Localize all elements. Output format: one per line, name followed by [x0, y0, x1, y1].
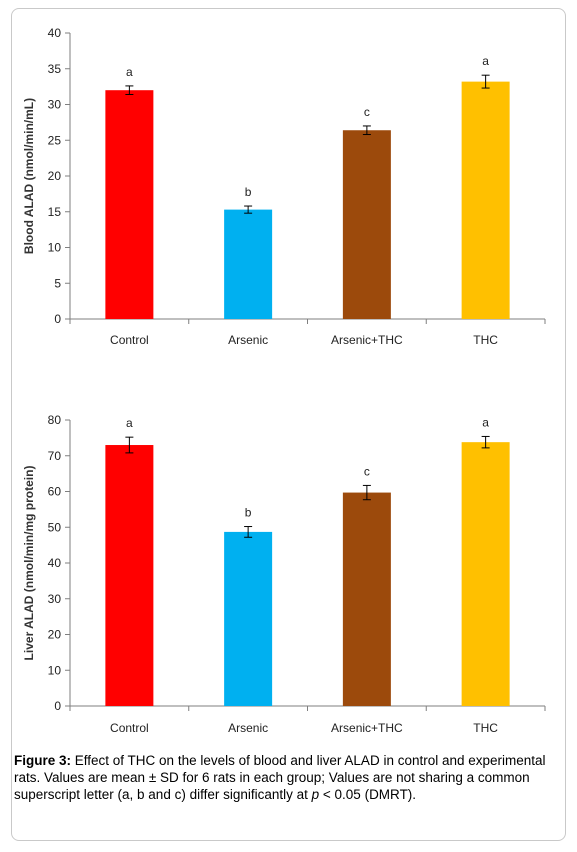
blood-category-label-3: THC	[473, 333, 498, 347]
blood-y-tick-label: 15	[48, 205, 62, 219]
blood-y-axis-title: Blood ALAD (nmol/min/mL)	[22, 98, 36, 254]
liver-y-tick-label: 0	[54, 699, 61, 713]
blood-y-tick-label: 40	[48, 26, 62, 40]
blood-significance-letter-0: a	[126, 65, 133, 79]
blood-category-label-1: Arsenic	[228, 333, 268, 347]
liver-bar-0	[105, 445, 154, 706]
liver-y-tick-label: 20	[48, 628, 62, 642]
blood-category-label-0: Control	[110, 333, 149, 347]
liver-category-label-0: Control	[110, 721, 149, 735]
blood-significance-letter-1: b	[245, 185, 252, 199]
blood-significance-letter-2: c	[364, 105, 370, 119]
liver-category-label-1: Arsenic	[228, 721, 268, 735]
liver-y-tick-label: 70	[48, 449, 62, 463]
liver-bar-2	[342, 492, 391, 706]
liver-y-tick-label: 30	[48, 592, 62, 606]
blood-y-tick-label: 10	[48, 241, 62, 255]
blood-y-tick-label: 30	[48, 98, 62, 112]
liver-y-tick-label: 10	[48, 663, 62, 677]
blood-y-tick-label: 5	[54, 276, 61, 290]
liver-bar-3	[461, 442, 510, 706]
blood-y-tick-label: 35	[48, 62, 62, 76]
liver-significance-letter-1: b	[245, 506, 252, 520]
caption-p-symbol: p	[311, 787, 320, 802]
liver-y-tick-label: 40	[48, 556, 62, 570]
blood-y-tick-label: 25	[48, 133, 62, 147]
blood-bar-3	[461, 81, 510, 320]
liver-y-tick-label: 60	[48, 485, 62, 499]
liver-category-label-2: Arsenic+THC	[331, 721, 403, 735]
liver-y-tick-label: 50	[48, 520, 62, 534]
blood-y-tick-label: 0	[54, 312, 61, 326]
blood-alad-chart: 0 5 10 15 20 25 30 35 40 Blood ALAD (nmol/min/mL)…	[22, 26, 546, 347]
liver-category-label-3: THC	[473, 721, 498, 735]
caption-text: Effect of THC on the levels of blood and…	[14, 753, 546, 802]
liver-alad-chart: 0 10 20 30 40 50 60 70 80 Liver ALAD (nmol/min/mg…	[22, 413, 546, 735]
blood-bar-1	[224, 209, 273, 319]
blood-bar-2	[342, 130, 391, 319]
blood-category-label-2: Arsenic+THC	[331, 333, 403, 347]
liver-y-axis-title: Liver ALAD (nmol/min/mg protein)	[22, 466, 36, 661]
liver-significance-letter-2: c	[364, 464, 370, 478]
figure-caption: Figure 3: Effect of THC on the levels of…	[14, 752, 561, 803]
caption-label: Figure 3:	[14, 753, 72, 768]
blood-y-tick-label: 20	[48, 169, 62, 183]
blood-bar-0	[105, 90, 154, 319]
blood-significance-letter-3: a	[482, 54, 489, 68]
liver-significance-letter-3: a	[482, 415, 489, 429]
caption-text-end: < 0.05 (DMRT).	[319, 787, 417, 802]
liver-significance-letter-0: a	[126, 416, 133, 430]
liver-y-tick-label: 80	[48, 413, 62, 427]
liver-bar-1	[224, 531, 273, 706]
